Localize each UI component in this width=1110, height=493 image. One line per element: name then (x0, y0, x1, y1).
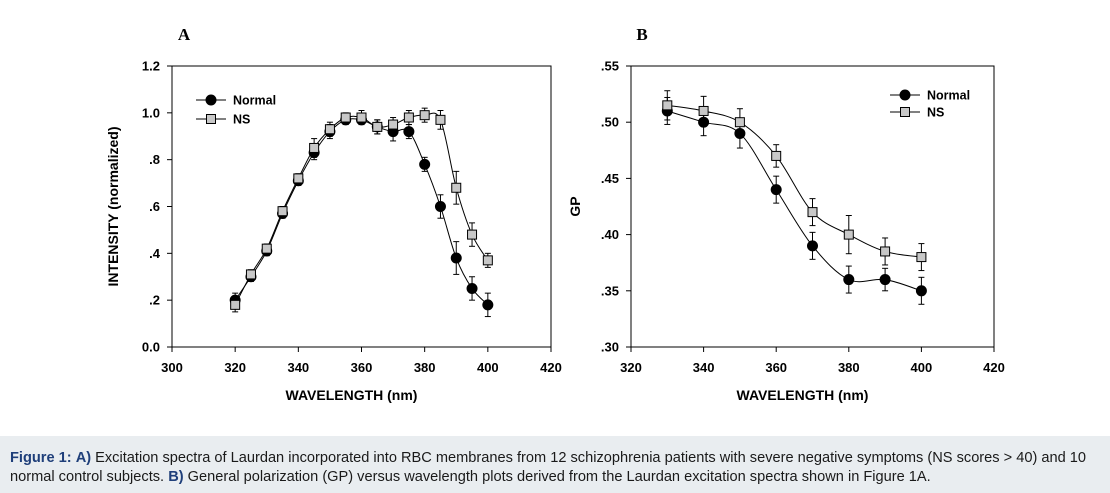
y-tick-label: .45 (601, 171, 619, 186)
caption-part-a-text: Excitation spectra of Laurdan incorporat… (10, 450, 1086, 485)
data-point (403, 112, 414, 123)
series-normal (229, 114, 494, 318)
x-tick-label: 420 (983, 360, 1005, 375)
y-tick-label: .30 (601, 340, 619, 355)
data-point (435, 114, 446, 125)
panel-letter: A (178, 25, 191, 44)
data-point (807, 240, 818, 252)
chart-panel-b: B 320 340 360 380 400 420 .30 .35 .40 .45 .50 .55 WAV… (567, 25, 1005, 403)
data-point (372, 121, 383, 132)
data-point (915, 285, 927, 297)
legend-label: Normal (233, 94, 276, 108)
chart-panel-a: A 300 320 340 360 380 400 420 0.0 .2 .4 .6 .8 1.0 1.2 W… (105, 25, 562, 403)
legend: Normal NS (890, 89, 970, 120)
data-point (466, 282, 478, 294)
legend: Normal NS (196, 94, 276, 127)
data-point (450, 252, 462, 264)
y-axis-label: INTENSITY (normalized) (105, 127, 121, 287)
data-point (419, 158, 431, 170)
y-tick-label: .4 (149, 246, 161, 261)
panel-letter: B (636, 25, 647, 44)
data-point (662, 100, 673, 111)
figure-svg: A 300 320 340 360 380 400 420 0.0 .2 .4 .6 .8 1.0 1.2 W… (105, 25, 1005, 403)
y-tick-label: 1.0 (142, 105, 160, 120)
data-point (880, 246, 891, 257)
data-point (230, 299, 241, 310)
data-point (356, 112, 367, 123)
data-point (434, 201, 446, 212)
x-tick-label: 380 (838, 360, 860, 375)
y-tick-label: 1.2 (142, 59, 160, 74)
series-line (667, 104, 922, 258)
data-point (843, 274, 855, 286)
x-tick-label: 340 (693, 360, 715, 375)
data-point (879, 274, 891, 286)
caption-part-b-label: B) (168, 469, 184, 485)
x-axis-label: WAVELENGTH (nm) (737, 387, 869, 403)
legend-marker (205, 94, 217, 106)
data-point (843, 229, 854, 240)
x-tick-label: 420 (540, 360, 562, 375)
x-tick-label: 360 (765, 360, 787, 375)
data-point (770, 184, 782, 196)
x-tick-label: 380 (414, 360, 436, 375)
x-tick-label: 400 (477, 360, 499, 375)
figure-caption: Figure 1: A) Excitation spectra of Laurd… (10, 449, 1102, 487)
x-tick-label: 320 (620, 360, 642, 375)
x-axis-label: WAVELENGTH (nm) (286, 387, 418, 403)
legend-marker (899, 89, 911, 101)
legend-label: NS (233, 113, 250, 127)
data-point (771, 150, 782, 161)
data-point (324, 124, 335, 135)
data-point (419, 110, 430, 121)
data-point (698, 105, 709, 116)
x-tick-label: 400 (911, 360, 933, 375)
data-point (482, 299, 494, 311)
y-tick-label: .8 (149, 152, 160, 167)
data-point (340, 112, 351, 123)
x-tick-label: 320 (224, 360, 246, 375)
legend-marker (900, 107, 910, 117)
series-ns (230, 107, 493, 313)
caption-part-b-text: General polarization (GP) versus wavelen… (187, 469, 931, 485)
caption-figure-label: Figure 1: (10, 450, 72, 466)
y-tick-label: 0.0 (142, 340, 160, 355)
data-point (467, 229, 478, 240)
figure-panel: A 300 320 340 360 380 400 420 0.0 .2 .4 .6 .8 1.0 1.2 W… (0, 0, 1110, 436)
legend-label: Normal (927, 89, 970, 103)
data-point (807, 207, 818, 218)
data-point (403, 126, 415, 138)
data-point (261, 243, 272, 254)
series-line (234, 118, 489, 306)
data-point (277, 206, 288, 217)
x-tick-label: 340 (287, 360, 309, 375)
plot-frame (630, 65, 995, 348)
series-normal (661, 96, 927, 305)
data-point (309, 142, 320, 153)
series-ns (662, 90, 927, 272)
plot-frame (171, 65, 552, 348)
y-tick-label: .50 (601, 115, 619, 130)
series-line (234, 112, 489, 306)
data-point (388, 119, 399, 130)
data-point (451, 182, 462, 193)
x-tick-label: 300 (161, 360, 183, 375)
data-point (916, 252, 927, 263)
y-tick-label: .6 (149, 199, 160, 214)
data-point (245, 269, 256, 280)
y-axis-label: GP (567, 196, 583, 216)
y-tick-label: .35 (601, 283, 619, 298)
data-point (293, 173, 304, 184)
series-line (667, 110, 922, 292)
data-point (482, 255, 493, 266)
y-tick-label: .2 (149, 293, 160, 308)
data-point (734, 117, 745, 128)
y-tick-label: .55 (601, 59, 619, 74)
x-tick-label: 360 (351, 360, 373, 375)
legend-label: NS (927, 106, 944, 120)
y-tick-label: .40 (601, 227, 619, 242)
caption-part-a-label: A) (75, 450, 92, 466)
legend-marker (206, 114, 216, 124)
